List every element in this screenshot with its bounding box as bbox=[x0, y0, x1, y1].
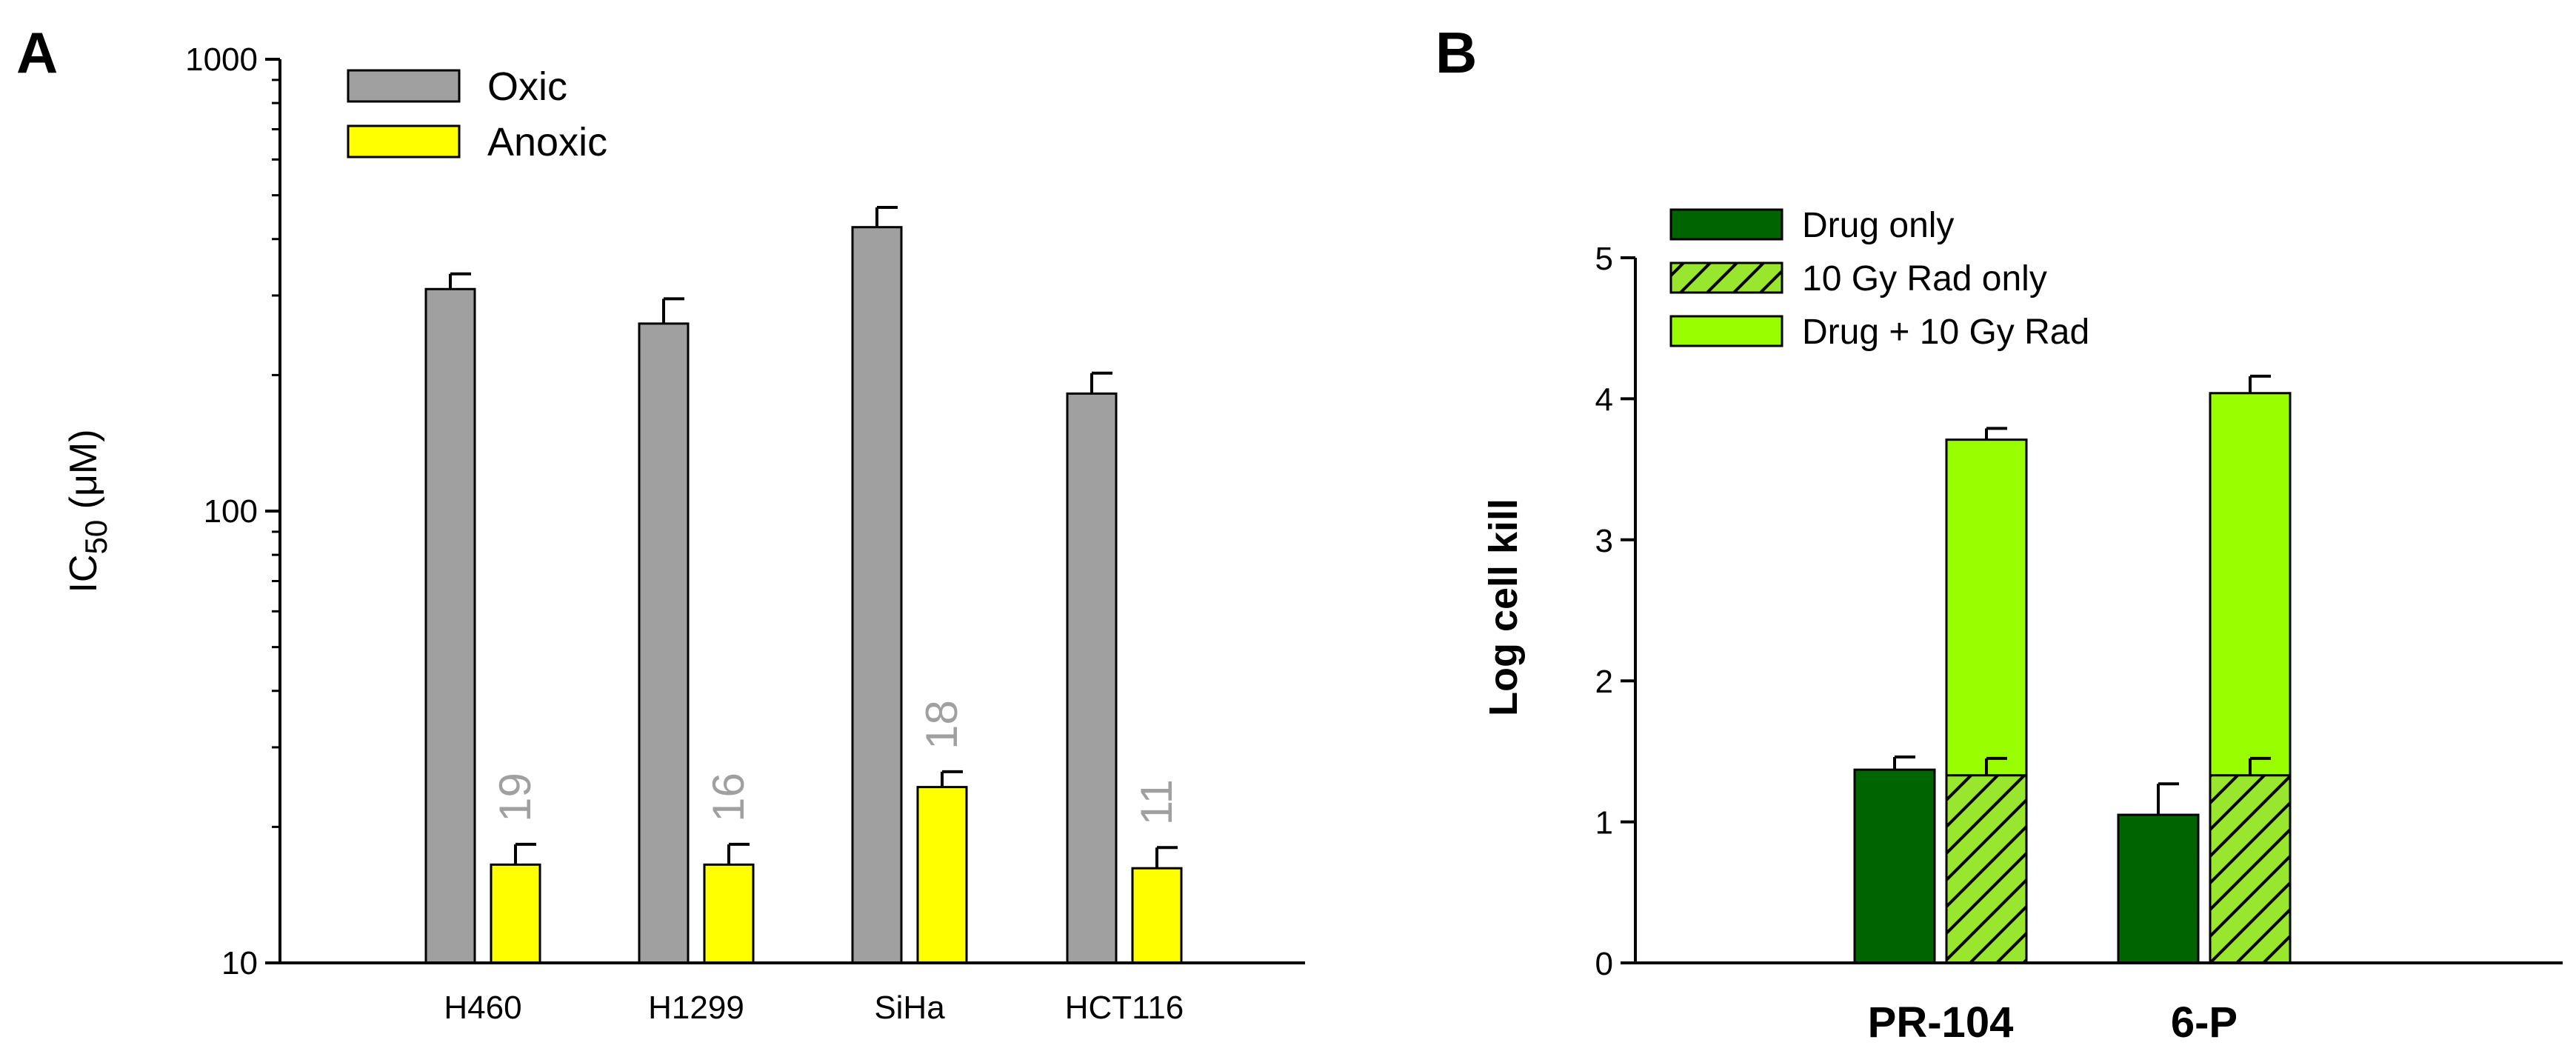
y-tick-label: 1000 bbox=[185, 41, 258, 78]
panel-a-y-ticks: 10 100 1000 bbox=[185, 41, 280, 981]
panel-b-marks bbox=[1853, 374, 2292, 964]
panel-a-y-axis-title: IC50 (μM) bbox=[62, 429, 113, 593]
y-tick-label: 1 bbox=[1595, 805, 1613, 841]
panel-b-chart: B 0 1 2 3 4 5 PR-104 6-P Log cell kill Drug on… bbox=[1435, 20, 2563, 1047]
x-category-label: H1299 bbox=[648, 990, 744, 1026]
bar-oxic-h460 bbox=[424, 287, 476, 964]
bar-oxic-siha bbox=[851, 226, 903, 964]
panel-a-chart: A 19 16 18 11 10 100 1000 H460 H1299 SiHa HCT116… bbox=[16, 20, 1305, 1026]
y-tick-label: 3 bbox=[1595, 523, 1613, 559]
y-tick-label: 5 bbox=[1595, 241, 1613, 277]
panel-b-x-labels: PR-104 6-P bbox=[1868, 998, 2238, 1047]
x-category-label: SiHa bbox=[874, 990, 945, 1026]
legend-label-oxic: Oxic bbox=[487, 64, 567, 109]
x-category-label: H460 bbox=[444, 990, 521, 1026]
bar-rad-only-6-p bbox=[2209, 774, 2292, 964]
bar-drug-only-6-p bbox=[2117, 813, 2200, 964]
panel-a-y-axis-title-subscript: 50 bbox=[79, 520, 113, 555]
legend-swatch-drug-rad bbox=[1669, 315, 1783, 347]
panel-b-y-ticks: 0 1 2 3 4 5 bbox=[1595, 241, 1635, 982]
legend-swatch-anoxic bbox=[347, 124, 461, 159]
panel-a-y-axis-title-main: IC bbox=[62, 555, 105, 593]
panel-a-letter: A bbox=[16, 20, 58, 85]
panel-b-legend: Drug only 10 Gy Rad only Drug + 10 Gy Ra… bbox=[1669, 206, 2089, 352]
ratio-annotation: 19 bbox=[490, 773, 540, 822]
ratio-annotation: 16 bbox=[704, 773, 753, 822]
x-category-label: 6-P bbox=[2171, 998, 2238, 1047]
y-tick-label: 100 bbox=[204, 493, 258, 530]
legend-label-rad-only: 10 Gy Rad only bbox=[1802, 259, 2047, 298]
x-category-label: PR-104 bbox=[1868, 998, 2014, 1047]
panel-a-x-labels: H460 H1299 SiHa HCT116 bbox=[444, 990, 1184, 1026]
legend-label-anoxic: Anoxic bbox=[487, 120, 607, 164]
y-tick-label: 2 bbox=[1595, 664, 1613, 700]
y-tick-label: 10 bbox=[221, 945, 258, 981]
bar-rad-only-pr-104 bbox=[1945, 774, 2028, 964]
legend-label-drug-rad: Drug + 10 Gy Rad bbox=[1802, 313, 2089, 352]
bar-oxic-hct116 bbox=[1066, 392, 1118, 964]
bar-oxic-h1299 bbox=[638, 322, 690, 964]
ratio-annotation: 18 bbox=[917, 700, 967, 750]
legend-swatch-oxic bbox=[347, 69, 461, 103]
panel-b-letter: B bbox=[1435, 20, 1477, 85]
y-tick-label: 4 bbox=[1595, 381, 1613, 418]
legend-swatch-rad-only bbox=[1669, 261, 1783, 294]
bar-anoxic-h1299 bbox=[703, 863, 755, 964]
panel-a-marks: 19 16 18 11 bbox=[424, 206, 1183, 964]
x-category-label: HCT116 bbox=[1065, 990, 1184, 1026]
bar-anoxic-siha bbox=[916, 786, 968, 964]
y-tick-label: 0 bbox=[1595, 946, 1613, 982]
panel-b-y-axis-title: Log cell kill bbox=[1481, 498, 1526, 716]
bar-drug-only-pr-104 bbox=[1853, 768, 1936, 964]
bar-anoxic-hct116 bbox=[1131, 867, 1183, 964]
legend-swatch-drug-only bbox=[1669, 208, 1783, 241]
legend-label-drug-only: Drug only bbox=[1802, 206, 1954, 245]
ratio-annotation: 11 bbox=[1132, 779, 1181, 825]
panel-a-y-axis-title-unit: (μM) bbox=[62, 429, 105, 519]
panel-a-legend: Oxic Anoxic bbox=[347, 64, 607, 164]
bar-anoxic-h460 bbox=[490, 863, 541, 964]
